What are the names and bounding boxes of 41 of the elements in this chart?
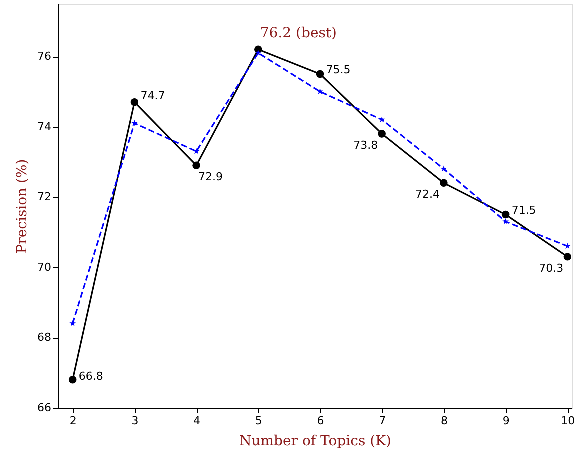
y-tick-label: 72	[38, 190, 52, 204]
y-tick-label: 74	[38, 120, 52, 134]
data-label: 66.8	[78, 370, 104, 383]
point	[192, 162, 200, 170]
point	[378, 116, 386, 123]
x-tick-label: 3	[132, 414, 139, 428]
data-label: 74.7	[140, 89, 166, 102]
point	[255, 50, 262, 56]
y-tick-label: 76	[38, 50, 52, 64]
point	[502, 210, 510, 219]
point	[564, 253, 572, 261]
y-axis-title: Precision (%)	[14, 159, 31, 254]
point	[132, 120, 138, 126]
x-axis-title: Number of Topics (K)	[240, 434, 392, 450]
x-tick-label: 9	[502, 414, 510, 428]
point	[68, 376, 77, 384]
y-tick-label: 68	[38, 331, 52, 344]
data-label: 75.5	[326, 63, 351, 76]
annotation: 76.2 (best)	[260, 26, 338, 42]
point	[317, 88, 324, 95]
point	[193, 148, 200, 154]
x-tick-label: 5	[255, 414, 262, 428]
x-tick-label: 7	[379, 414, 386, 428]
data-label: 72.4	[415, 188, 440, 202]
x-tick-label: 4	[194, 414, 201, 428]
x-tick-label: 2	[70, 414, 77, 428]
data-label: 71.5	[512, 204, 536, 217]
data-label: 70.3	[539, 262, 564, 275]
y-tick-label: 70	[38, 260, 52, 274]
x-tick-label: 10	[561, 414, 576, 428]
point	[316, 70, 324, 78]
point	[70, 320, 76, 326]
data-label: 72.9	[198, 170, 224, 184]
x-tick-label: 6	[317, 414, 324, 428]
point	[440, 179, 448, 188]
data-label: 73.8	[354, 138, 378, 152]
point	[130, 98, 139, 106]
point	[440, 166, 448, 172]
x-tick-label: 8	[440, 414, 448, 428]
point	[378, 130, 386, 138]
y-tick-label: 66	[38, 402, 52, 414]
